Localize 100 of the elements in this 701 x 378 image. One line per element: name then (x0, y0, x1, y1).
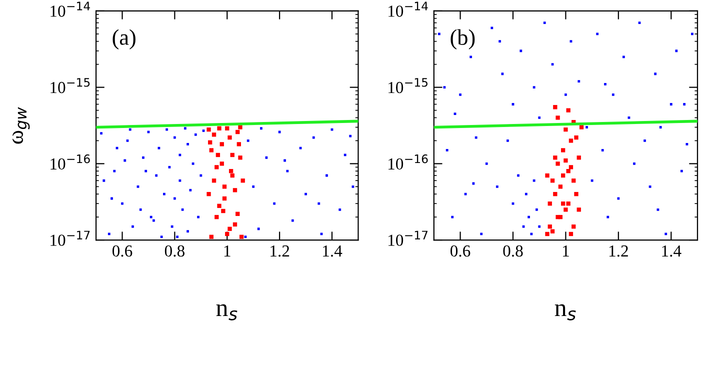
point (232, 222, 238, 227)
x-tick-label: 1.4 (662, 245, 682, 257)
point (654, 72, 657, 76)
point (232, 188, 238, 192)
x-axis-title: n$_{s}$ (216, 304, 238, 320)
point (221, 208, 226, 214)
point (548, 202, 552, 206)
point (648, 185, 652, 188)
point (498, 40, 502, 43)
point (579, 125, 584, 130)
point (568, 232, 574, 236)
point (501, 72, 504, 76)
point (566, 202, 570, 206)
point (675, 50, 678, 52)
point (206, 127, 211, 132)
point (490, 26, 494, 30)
point (556, 116, 560, 120)
point (553, 192, 558, 196)
y-tick-label: 10$^{−17}$ (388, 230, 428, 246)
y-tick-label: 10$^{−16}$ (388, 154, 428, 170)
point (545, 232, 550, 236)
x-tick-label: 0.6 (450, 245, 470, 257)
point (566, 108, 570, 112)
point (236, 130, 240, 134)
point (222, 184, 227, 189)
x-axis-title: n$_{s}$ (554, 304, 576, 320)
point (240, 178, 245, 183)
point (545, 173, 550, 178)
point (464, 192, 467, 196)
x-tick-label: 0.6 (112, 245, 132, 257)
point (485, 162, 488, 165)
point (228, 168, 234, 174)
point (236, 212, 240, 216)
y-tick-label: 10$^{−14}$ (388, 2, 428, 17)
point (228, 135, 232, 140)
point (550, 178, 555, 183)
point (216, 152, 220, 158)
point (217, 204, 222, 208)
point (496, 185, 498, 188)
y-tick-label: 10$^{−15}$ (50, 78, 90, 94)
point (564, 158, 568, 163)
point (574, 192, 578, 196)
point (520, 50, 522, 52)
point (470, 56, 472, 58)
point (209, 234, 214, 239)
annotation: (b) (450, 29, 475, 50)
point (560, 148, 566, 152)
point (236, 142, 242, 146)
point (568, 165, 574, 170)
x-tick-label: 0.8 (164, 245, 184, 257)
x-tick-label: 0.8 (503, 245, 523, 257)
point (222, 196, 227, 201)
point (564, 127, 568, 132)
x-tick-label: 1.2 (270, 245, 290, 257)
y-tick-label: 10$^{−16}$ (50, 154, 90, 170)
point (590, 179, 594, 182)
point (596, 32, 599, 36)
point (556, 162, 560, 166)
point (220, 162, 224, 166)
point (208, 140, 212, 144)
point (238, 156, 242, 160)
point (225, 232, 230, 236)
point (228, 226, 232, 231)
point (532, 86, 536, 89)
point (239, 234, 244, 239)
y-tick-label: 10$^{−15}$ (388, 78, 428, 94)
y-tick-label: 10$^{−17}$ (50, 230, 90, 246)
x-tick-label: 1 (563, 245, 569, 256)
annotation: (a) (112, 29, 136, 50)
point (553, 105, 558, 110)
point (214, 214, 219, 220)
point (550, 229, 555, 234)
point (574, 135, 578, 140)
point (220, 142, 224, 146)
point (225, 126, 230, 130)
point (524, 192, 528, 196)
point (538, 225, 541, 228)
point (572, 224, 576, 229)
point (576, 156, 581, 160)
point (214, 165, 219, 170)
point (548, 224, 552, 229)
point (230, 173, 234, 178)
point (560, 202, 566, 206)
point (206, 192, 211, 196)
point (532, 179, 536, 182)
point (558, 184, 563, 189)
x-tick-label: 1.2 (609, 245, 628, 257)
point (558, 214, 563, 220)
point (572, 178, 576, 183)
point (576, 208, 581, 212)
x-tick-label: 1.4 (323, 245, 342, 257)
point (560, 173, 566, 178)
point (564, 208, 568, 212)
point (212, 132, 216, 137)
point (553, 156, 558, 160)
point (212, 178, 216, 183)
point (686, 142, 688, 146)
x-tick-label: 1 (224, 245, 230, 256)
y-axis-title: ω$_{gw}$ (12, 107, 30, 144)
point (217, 126, 222, 130)
